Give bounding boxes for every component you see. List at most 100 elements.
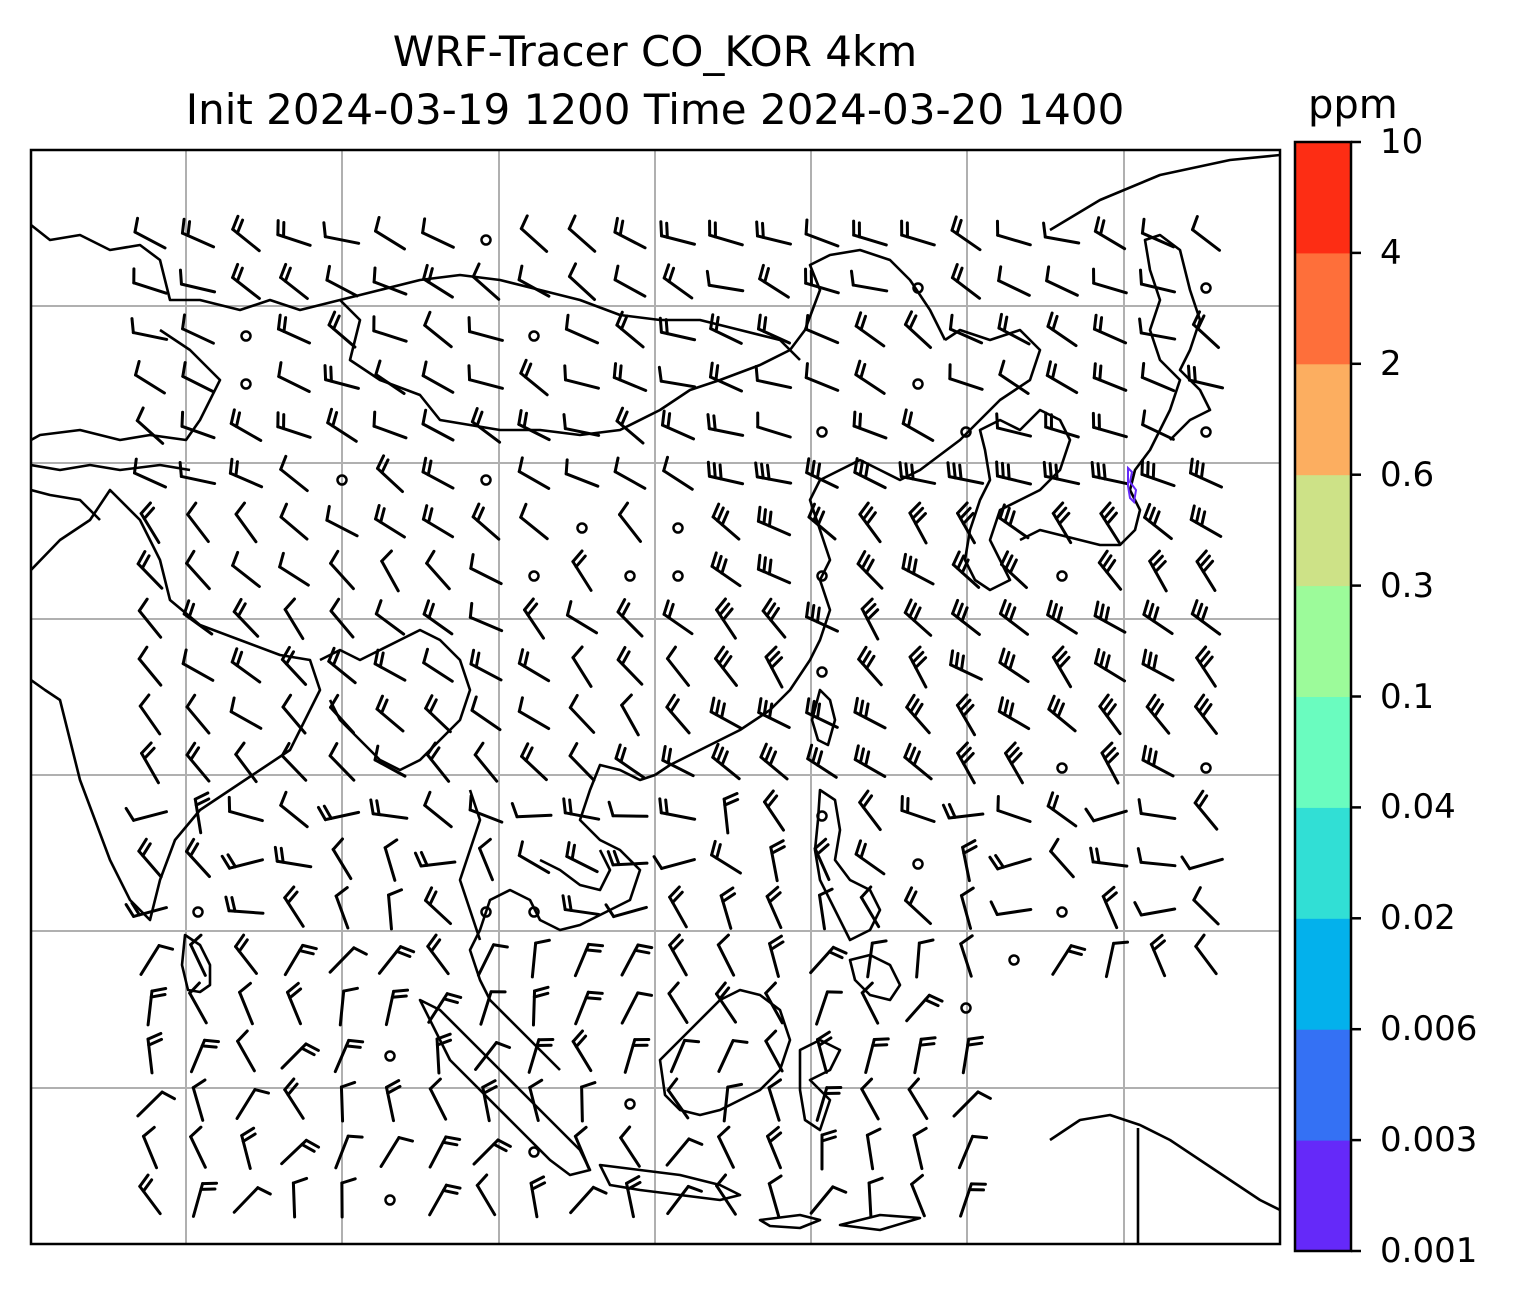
wind-barb — [523, 597, 545, 640]
wind-barb — [711, 502, 741, 541]
wind-barb — [372, 266, 408, 296]
wind-barb — [229, 696, 263, 730]
wind-barb — [189, 1038, 220, 1074]
wind-barb — [767, 1078, 782, 1122]
colorbar-tick-label: 0.1 — [1380, 676, 1435, 717]
calm-wind-marker — [240, 378, 252, 390]
wind-barb — [709, 361, 743, 393]
wind-barb — [662, 599, 694, 636]
wind-barb — [325, 504, 359, 538]
wind-barb — [517, 648, 551, 683]
wind-barb — [719, 886, 737, 930]
wind-barb — [665, 693, 691, 735]
colorbar-tick-label: 2 — [1380, 343, 1402, 384]
wind-barb — [1149, 933, 1167, 978]
wind-barb — [136, 1090, 176, 1118]
wind-barb — [413, 850, 457, 868]
wind-barb — [185, 693, 211, 735]
wind-barb — [421, 456, 455, 490]
calm-wind-marker — [1200, 762, 1212, 774]
wind-barb — [757, 313, 791, 345]
tracer-contour — [1127, 465, 1138, 505]
wind-barb — [1093, 216, 1127, 251]
wind-barb — [1046, 311, 1078, 348]
wind-barb — [665, 645, 691, 687]
wind-barb — [564, 458, 600, 488]
wind-barb — [529, 1175, 547, 1219]
wind-barb — [316, 804, 361, 822]
wind-barb — [756, 505, 792, 537]
wind-barb — [468, 794, 504, 824]
wind-barb — [711, 742, 741, 781]
wind-barb — [384, 1079, 402, 1123]
wind-barb — [427, 992, 463, 1024]
wind-barb — [563, 364, 600, 390]
wind-barb — [571, 549, 593, 592]
wind-barb — [574, 990, 604, 1026]
wind-barb — [279, 262, 309, 301]
wind-barb — [273, 845, 313, 869]
wind-barb — [620, 991, 654, 1025]
wind-barb — [567, 262, 597, 302]
wind-barb — [234, 933, 258, 975]
calm-wind-marker — [192, 906, 204, 918]
wind-barb — [422, 263, 454, 299]
wind-barb — [1046, 599, 1078, 635]
wind-barb — [333, 1038, 365, 1074]
wind-barb — [620, 693, 640, 737]
wind-barb — [809, 1185, 848, 1215]
wind-barb — [1093, 648, 1127, 683]
wind-barb — [759, 742, 789, 781]
calm-wind-marker — [816, 666, 828, 678]
wind-barb — [334, 886, 350, 930]
wind-barb — [191, 1181, 219, 1218]
calm-wind-marker — [336, 474, 348, 486]
colorbar-segment — [1295, 1140, 1351, 1252]
wind-barb — [276, 313, 312, 345]
coast-borneo — [658, 988, 792, 1117]
colorbar-segment — [1295, 474, 1351, 587]
calm-wind-marker — [960, 1002, 972, 1014]
wind-barb — [372, 315, 408, 343]
wind-barb — [421, 217, 455, 249]
wind-barb — [615, 406, 645, 445]
wind-barb — [377, 945, 416, 975]
wind-barb — [859, 885, 881, 929]
wind-barb — [657, 365, 697, 389]
wind-barb — [479, 990, 507, 1026]
coast-sumatra — [418, 998, 592, 1177]
wind-barb — [710, 839, 742, 875]
wind-barb — [1099, 501, 1121, 544]
wind-barb — [1045, 360, 1079, 395]
wind-barb — [623, 1037, 651, 1074]
wind-barb — [820, 1129, 837, 1171]
wind-barb — [1145, 693, 1171, 735]
wind-barb — [124, 806, 168, 822]
wind-barb — [146, 987, 168, 1027]
wind-barb — [763, 789, 785, 832]
wind-barb — [768, 934, 785, 978]
wind-barb — [865, 1127, 882, 1171]
wind-barb — [428, 1077, 448, 1121]
wind-barb — [568, 742, 596, 782]
calm-wind-marker — [816, 810, 828, 822]
wind-barb — [854, 359, 886, 395]
wind-barb — [961, 1035, 985, 1075]
wind-barb — [1044, 411, 1080, 439]
wind-barb — [754, 461, 793, 485]
wind-barb — [907, 1077, 929, 1121]
wind-barb — [1051, 944, 1087, 976]
wind-barb — [231, 214, 261, 253]
wind-barb — [717, 1039, 749, 1073]
wind-barb — [425, 549, 451, 591]
wind-barb — [661, 745, 695, 778]
wind-barb — [901, 552, 935, 586]
wind-barb — [1190, 599, 1222, 636]
colorbar-tick-label: 0.001 — [1380, 1231, 1478, 1271]
wind-barb — [1194, 693, 1218, 735]
wind-barb — [754, 364, 793, 390]
wind-barb — [470, 695, 502, 732]
wind-barb — [1093, 600, 1127, 634]
border-mongolia — [339, 248, 947, 437]
wind-barb — [138, 693, 162, 736]
